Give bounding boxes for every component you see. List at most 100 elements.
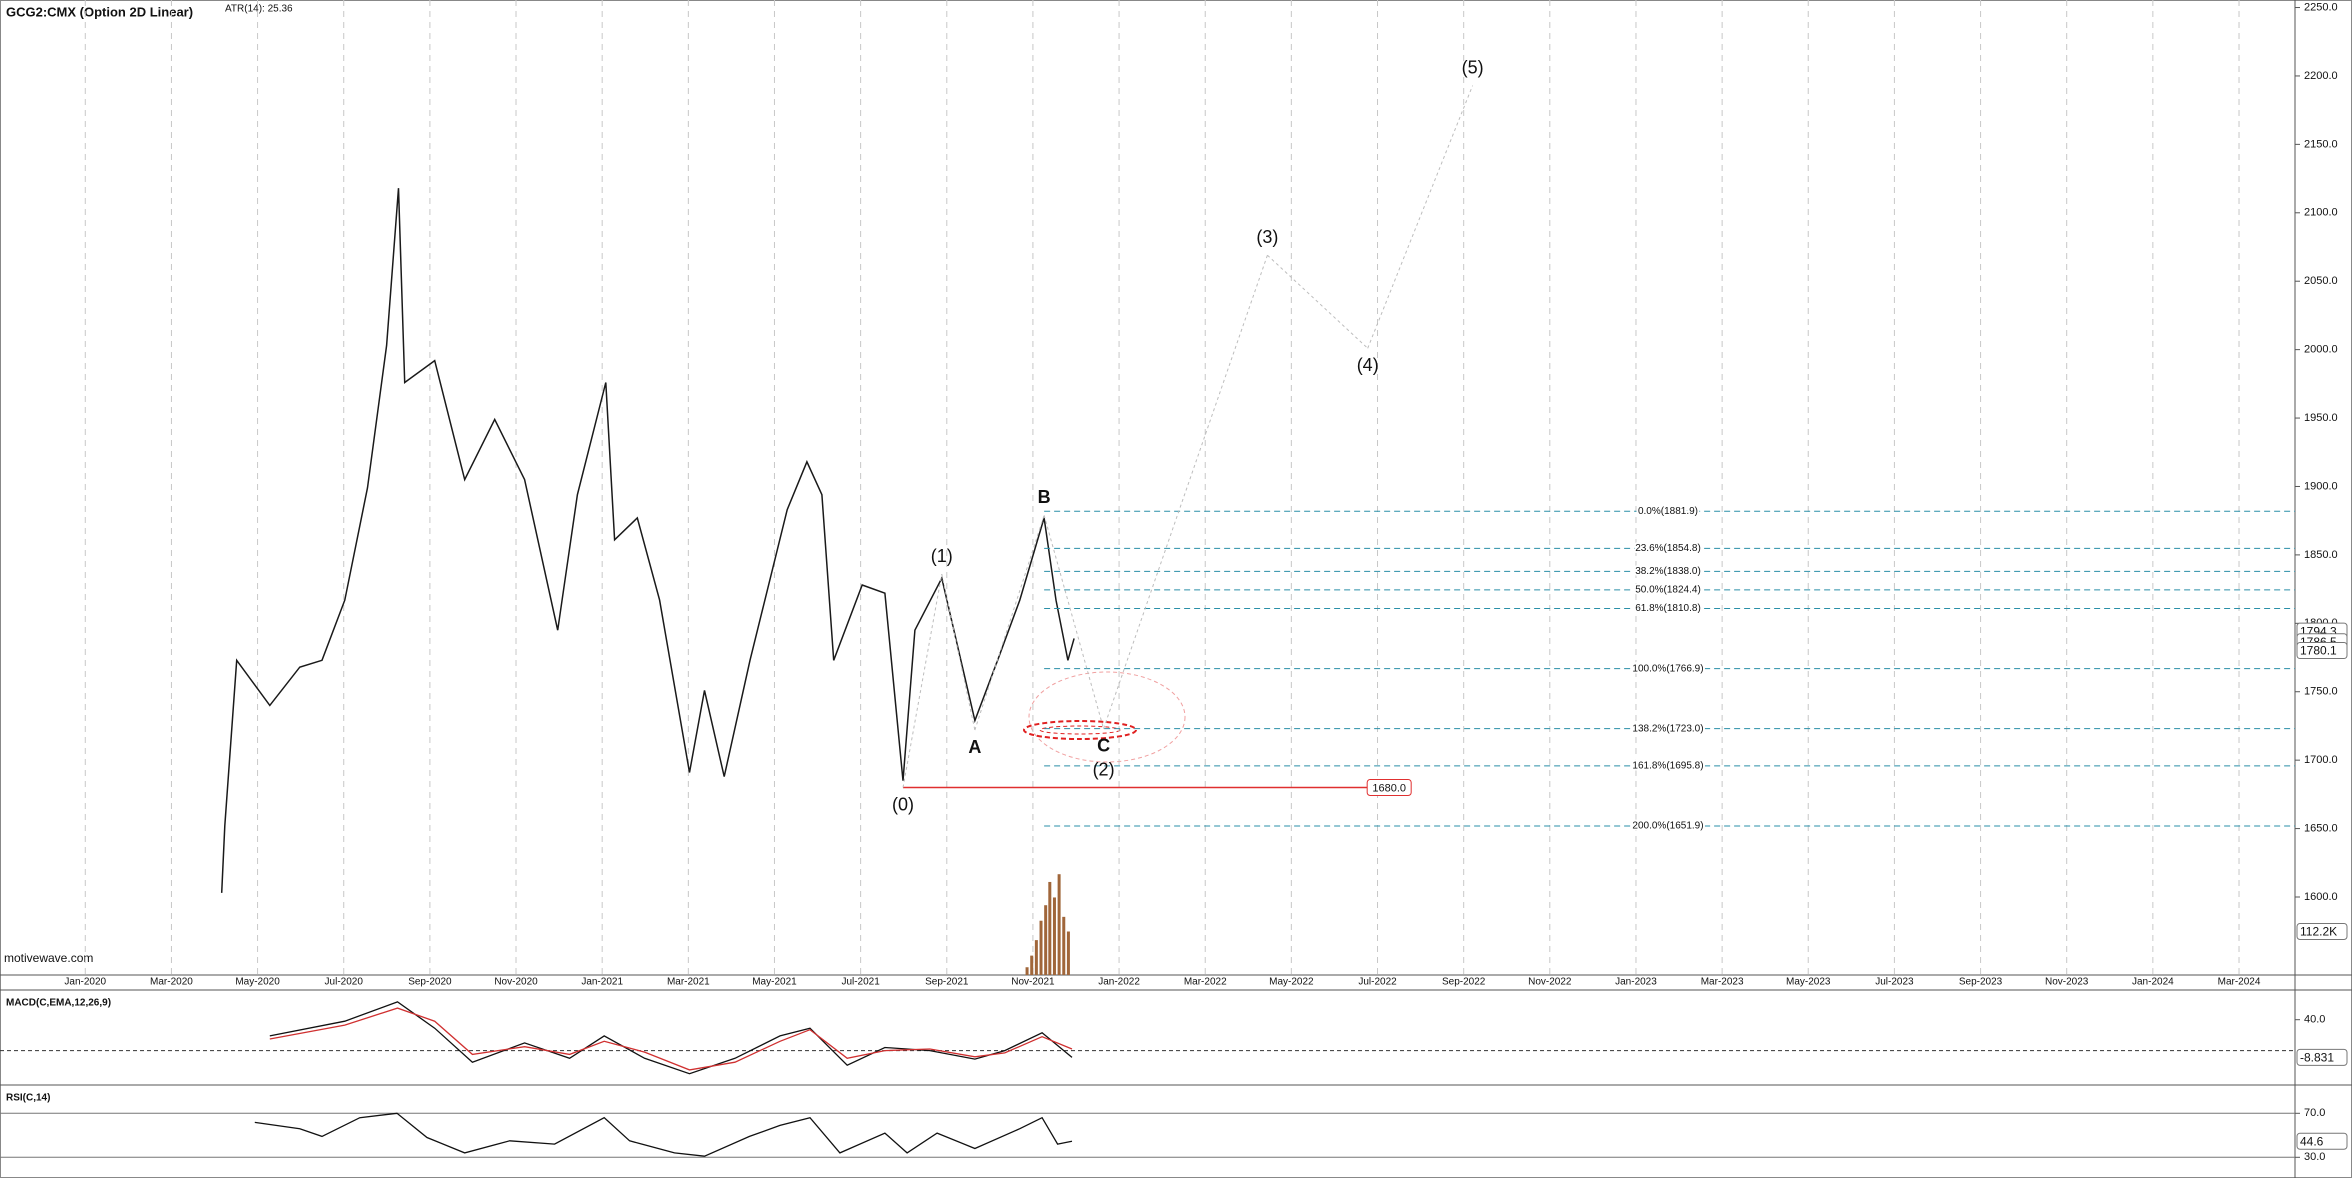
- price-line: [254, 1112, 1073, 1157]
- value-tag-label: 1780.1: [2300, 644, 2337, 658]
- y-tick-label: 2250.0: [2304, 1, 2338, 13]
- wave-label: (0): [892, 794, 914, 814]
- value-tag: [2296, 1132, 2348, 1150]
- price-line: [220, 188, 1075, 893]
- y-tick-label: 2100.0: [2304, 207, 2338, 219]
- x-tick-label: Jul-2021: [841, 977, 880, 988]
- x-tick-label: Sep-2023: [1959, 977, 2003, 988]
- x-tick-label: Jan-2022: [1098, 977, 1140, 988]
- x-tick-label: Nov-2022: [1528, 977, 1572, 988]
- x-tick-label: Nov-2021: [1011, 977, 1055, 988]
- wave-label: (4): [1357, 355, 1379, 375]
- x-tick-label: Nov-2020: [494, 977, 538, 988]
- wave-label: B: [1038, 487, 1051, 507]
- x-tick-label: Sep-2020: [408, 977, 452, 988]
- target-zone: [1028, 671, 1186, 763]
- fib-label: 50.0%(1824.4): [1635, 585, 1701, 596]
- volume-bar: [1048, 881, 1052, 975]
- fib-label: 23.6%(1854.8): [1635, 543, 1701, 554]
- x-tick-label: Mar-2020: [150, 977, 193, 988]
- volume-bar: [1052, 897, 1056, 975]
- panel-title: RSI(C,14): [6, 1093, 50, 1104]
- y-tick-label: 70.0: [2304, 1107, 2325, 1119]
- x-tick-label: May-2023: [1786, 977, 1831, 988]
- indicator-label: ATR(14): 25.36: [225, 4, 293, 15]
- volume-bar: [1066, 931, 1070, 975]
- value-tag: [2296, 923, 2348, 941]
- y-tick-label: 1850.0: [2304, 549, 2338, 561]
- value-tag-label: 44.6: [2300, 1134, 2324, 1148]
- y-tick-label: 2000.0: [2304, 344, 2338, 356]
- fib-label: 200.0%(1651.9): [1632, 821, 1703, 832]
- wave-projection: [1267, 254, 1369, 349]
- wave-projection: [1043, 515, 1105, 729]
- x-tick-label: May-2021: [752, 977, 797, 988]
- x-tick-label: Jul-2022: [1358, 977, 1397, 988]
- x-tick-label: Sep-2021: [925, 977, 969, 988]
- wave-projection: [974, 515, 1045, 731]
- y-tick-label: 1950.0: [2304, 412, 2338, 424]
- y-tick-label: 1700.0: [2304, 754, 2338, 766]
- support-tag-label: 1680.0: [1372, 782, 1406, 794]
- y-tick-label: 1600.0: [2304, 891, 2338, 903]
- x-tick-label: Jul-2020: [325, 977, 364, 988]
- volume-bar: [1025, 967, 1029, 975]
- fib-label: 100.0%(1766.9): [1632, 663, 1703, 674]
- wave-projection: [902, 573, 943, 788]
- y-tick-label: 30.0: [2304, 1151, 2325, 1163]
- x-tick-label: Nov-2023: [2045, 977, 2089, 988]
- wave-label: (3): [1256, 227, 1278, 247]
- volume-bar: [1039, 920, 1043, 975]
- x-tick-label: Jan-2023: [1615, 977, 1657, 988]
- x-tick-label: Jul-2023: [1875, 977, 1914, 988]
- x-tick-label: Mar-2023: [1701, 977, 1744, 988]
- x-tick-label: May-2020: [235, 977, 280, 988]
- fib-label: 0.0%(1881.9): [1638, 506, 1698, 517]
- price-line: [269, 1007, 1073, 1071]
- volume-bar: [1044, 905, 1048, 975]
- x-tick-label: Mar-2021: [667, 977, 710, 988]
- fib-label: 61.8%(1810.8): [1635, 603, 1701, 614]
- value-tag: [2296, 642, 2348, 660]
- wave-label: A: [968, 737, 981, 757]
- support-tag: [1366, 779, 1412, 797]
- wave-projection: [1367, 85, 1474, 349]
- wave-label: C: [1097, 735, 1110, 755]
- panel-title: MACD(C,EMA,12,26,9): [6, 998, 111, 1009]
- y-tick-label: 2150.0: [2304, 138, 2338, 150]
- y-tick-label: 1900.0: [2304, 480, 2338, 492]
- value-tag: [2296, 1048, 2348, 1066]
- fib-label: 138.2%(1723.0): [1632, 723, 1703, 734]
- volume-bar: [1030, 955, 1034, 975]
- fib-label: 161.8%(1695.8): [1632, 761, 1703, 772]
- wave-label: (5): [1462, 57, 1484, 77]
- y-tick-label: 2050.0: [2304, 275, 2338, 287]
- wave-label: (2): [1093, 759, 1115, 779]
- volume-bar: [1062, 916, 1066, 975]
- x-tick-label: Jan-2020: [64, 977, 106, 988]
- x-tick-label: Sep-2022: [1442, 977, 1486, 988]
- wave-label: (1): [931, 546, 953, 566]
- x-tick-label: Jan-2024: [2132, 977, 2174, 988]
- target-ellipse: [1039, 725, 1121, 735]
- x-tick-label: Mar-2022: [1184, 977, 1227, 988]
- fib-label: 38.2%(1838.0): [1635, 566, 1701, 577]
- watermark: motivewave.com: [4, 951, 93, 965]
- y-tick-label: 2200.0: [2304, 70, 2338, 82]
- target-ellipse: [1023, 720, 1137, 740]
- x-tick-label: Mar-2024: [2218, 977, 2261, 988]
- x-tick-label: Jan-2021: [581, 977, 623, 988]
- wave-projection: [941, 573, 976, 731]
- value-tag-label: -8.831: [2300, 1051, 2334, 1065]
- y-tick-label: 40.0: [2304, 1014, 2325, 1026]
- y-tick-label: 1750.0: [2304, 686, 2338, 698]
- volume-bar: [1034, 940, 1038, 975]
- volume-bar: [1057, 874, 1061, 975]
- value-tag-label: 112.2K: [2300, 925, 2337, 939]
- y-tick-label: 1650.0: [2304, 822, 2338, 834]
- x-tick-label: May-2022: [1269, 977, 1314, 988]
- chart-title: GCG2:CMX (Option 2D Linear): [6, 4, 193, 19]
